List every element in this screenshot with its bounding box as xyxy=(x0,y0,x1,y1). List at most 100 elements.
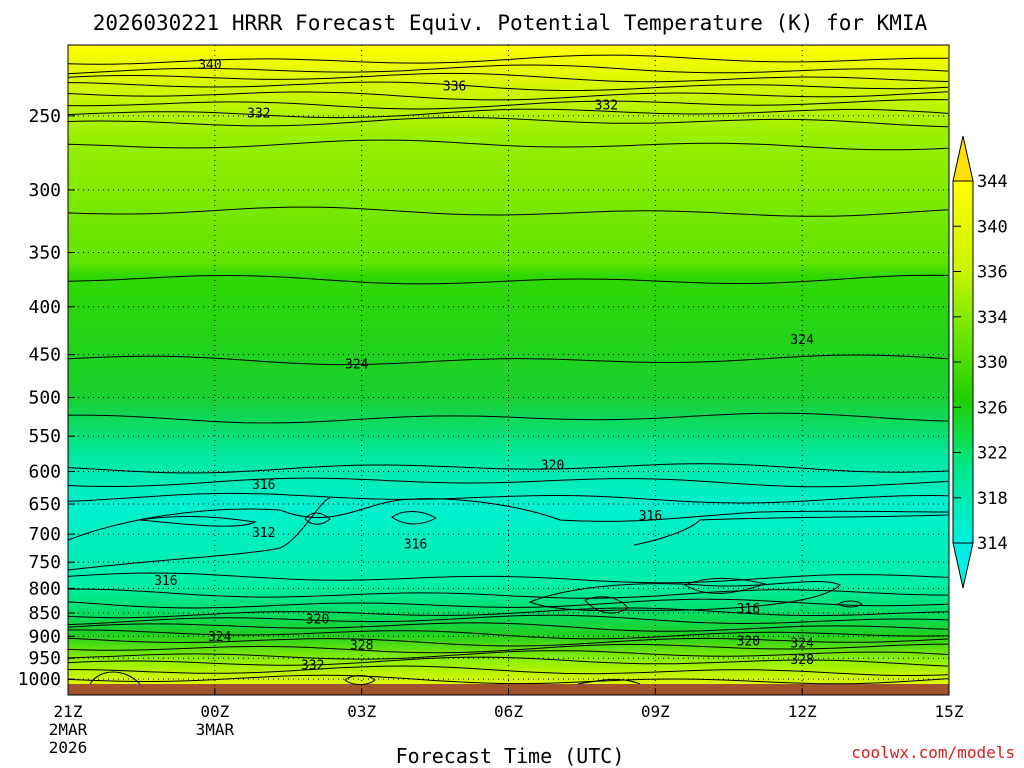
isotherm-line xyxy=(68,463,949,474)
x-tick-label: 00Z xyxy=(200,702,229,721)
isotherm-line xyxy=(68,492,949,504)
isotherm-line xyxy=(68,643,949,654)
contour-label: 324 xyxy=(345,358,369,373)
y-tick-label: 950 xyxy=(28,648,61,669)
x-tick-label: 15Z xyxy=(935,702,964,721)
isotherm-line xyxy=(68,477,949,488)
credit-text: coolwx.com/models xyxy=(851,743,1015,762)
isotherm-line xyxy=(68,206,949,217)
isotherm-line xyxy=(68,665,949,676)
y-tick-label: 700 xyxy=(28,524,61,545)
contour-label: 336 xyxy=(443,79,466,94)
isotherm-line xyxy=(68,108,949,119)
contour-label: 332 xyxy=(595,98,618,113)
isotherm-line xyxy=(633,514,949,546)
isotherm-line xyxy=(68,572,949,584)
contour-label: 328 xyxy=(790,653,813,668)
isotherm-line xyxy=(584,596,629,614)
contour-label: 332 xyxy=(247,107,270,122)
x-tick-label: 06Z xyxy=(494,702,523,721)
isotherm-line xyxy=(68,99,949,110)
y-tick-label: 450 xyxy=(28,345,61,366)
contour-label: 324 xyxy=(790,333,814,348)
contour-label: 324 xyxy=(790,637,814,652)
isotherm-line xyxy=(68,64,949,75)
isotherm-line xyxy=(68,588,949,599)
contour-label: 324 xyxy=(208,630,232,645)
isotherm-line xyxy=(68,622,949,632)
colorbar-tick-label: 326 xyxy=(977,398,1008,418)
contour-label: 320 xyxy=(306,613,329,628)
contour-lines xyxy=(68,54,949,685)
y-tick-label: 1000 xyxy=(18,669,61,690)
isotherm-line xyxy=(68,498,949,541)
isotherm-line xyxy=(528,581,841,612)
x-axis-label: Forecast Time (UTC) xyxy=(396,744,625,768)
y-axis: 2503003504004505005506006507007508008509… xyxy=(18,106,75,690)
isotherm-line xyxy=(139,515,257,527)
isotherm-line xyxy=(89,671,141,685)
contour-label: 316 xyxy=(404,537,427,552)
y-tick-label: 750 xyxy=(28,552,61,573)
isotherm-line xyxy=(68,607,949,619)
colorbar-tick-label: 340 xyxy=(977,217,1008,237)
isotherm-line xyxy=(68,72,949,83)
isotherm-line xyxy=(391,511,438,525)
isotherm-line xyxy=(304,512,331,525)
isotherm-line xyxy=(68,674,949,685)
y-tick-label: 250 xyxy=(28,106,61,127)
x-tick-label: 09Z xyxy=(641,702,670,721)
contour-label: 312 xyxy=(252,526,275,541)
isotherm-line xyxy=(68,598,949,609)
y-tick-label: 850 xyxy=(28,603,61,624)
grid xyxy=(68,45,949,695)
y-tick-label: 300 xyxy=(28,180,61,201)
chart-title: 2026030221 HRRR Forecast Equiv. Potentia… xyxy=(93,11,928,35)
y-tick-label: 900 xyxy=(28,626,61,647)
isotherm-line xyxy=(68,91,949,101)
contour-labels: 340 336 332 332 324 324 320 316 316 312 316 316 316 3… xyxy=(154,58,814,674)
y-tick-label: 650 xyxy=(28,494,61,515)
x-tick-label: 2MAR xyxy=(49,720,88,739)
isotherm-line xyxy=(344,675,376,685)
isotherm-line xyxy=(68,81,949,91)
isotherm-line xyxy=(68,117,949,128)
y-tick-label: 800 xyxy=(28,578,61,599)
colorbar-bottom-arrow xyxy=(952,542,974,589)
isotherm-line xyxy=(836,600,863,608)
isotherm-line xyxy=(68,614,949,626)
isotherm-line xyxy=(68,629,949,640)
isotherm-line xyxy=(68,274,949,285)
isotherm-line xyxy=(577,678,641,685)
isotherm-line xyxy=(68,54,948,65)
contour-label: 316 xyxy=(154,574,177,589)
isotherm-line xyxy=(68,497,331,571)
contour-label: 316 xyxy=(737,602,760,617)
y-tick-label: 550 xyxy=(28,426,61,447)
colorbar-top-arrow xyxy=(952,135,974,182)
colorbar: 344 340 336 334 330 326 322 318 314 xyxy=(952,135,1008,589)
y-tick-label: 500 xyxy=(28,387,61,408)
isotherm-line xyxy=(68,650,949,660)
colorbar-tick-label: 314 xyxy=(977,534,1008,554)
colorbar-tick-label: 334 xyxy=(977,308,1008,328)
isotherm-line xyxy=(68,412,949,424)
x-tick-label: 12Z xyxy=(788,702,817,721)
y-tick-label: 600 xyxy=(28,462,61,483)
contour-label: 340 xyxy=(198,58,221,73)
contour-label: 320 xyxy=(541,459,564,474)
y-tick-label: 350 xyxy=(28,243,61,264)
contour-label: 328 xyxy=(350,639,373,654)
contour-label: 320 xyxy=(737,634,760,649)
x-tick-label: 21Z xyxy=(54,702,83,721)
colorbar-tick-label: 330 xyxy=(977,353,1008,373)
isotherm-line xyxy=(68,139,949,151)
isotherm-line xyxy=(68,637,949,647)
isotherm-line xyxy=(68,656,949,667)
contour-label: 332 xyxy=(301,659,324,674)
colorbar-tick-label: 336 xyxy=(977,263,1008,283)
x-tick-label: 3MAR xyxy=(196,720,235,739)
colorbar-tick-label: 344 xyxy=(977,172,1008,192)
y-tick-label: 400 xyxy=(28,297,61,318)
